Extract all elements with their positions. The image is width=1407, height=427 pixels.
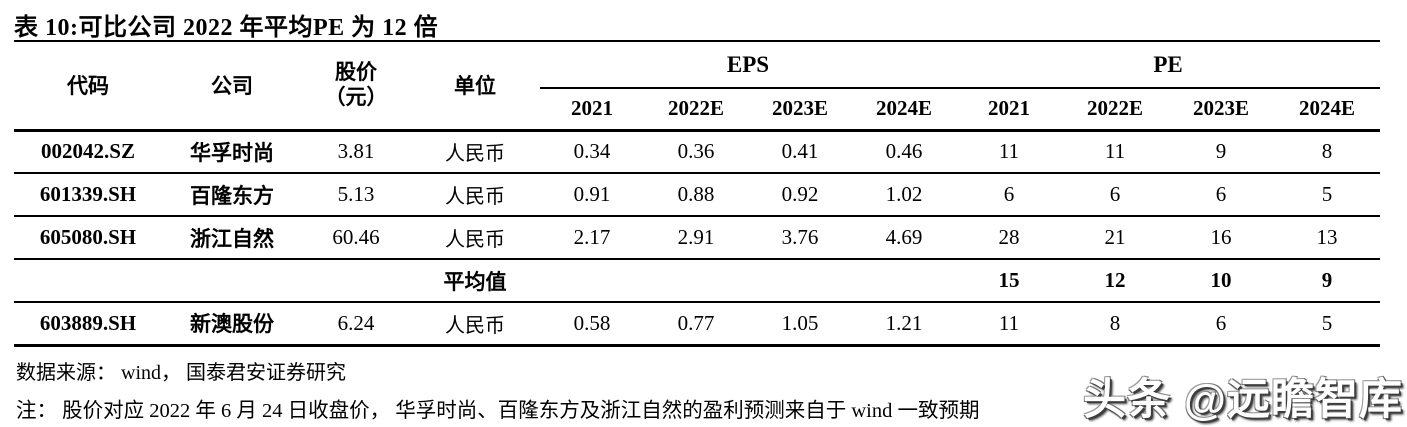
cell-eps-2022e: 0.88	[677, 182, 715, 206]
cell-price: 5.13	[337, 182, 375, 206]
cell-eps-2021: 2.17	[573, 225, 611, 249]
cell-pe-2021: 11	[998, 139, 1020, 164]
cell-price: 3.81	[337, 139, 375, 164]
header-eps-group: EPS	[540, 41, 956, 89]
cell-eps-2022e: 2.91	[677, 225, 715, 249]
header-pe-2022e: 2022E	[1062, 88, 1168, 132]
header-price: 股价 （元）	[302, 41, 410, 132]
cell-avg-pe-2022e: 12	[1104, 268, 1126, 292]
cell-empty	[644, 259, 748, 302]
cell-eps-2024e: 0.46	[885, 139, 923, 164]
header-pe-group: PE	[956, 41, 1381, 89]
cell-pe-2024e: 8	[1321, 139, 1333, 164]
cell-pe-2023e: 6	[1215, 310, 1227, 335]
cell-company: 华孚时尚	[190, 140, 274, 165]
cell-eps-2024e: 4.69	[885, 225, 923, 249]
header-group-row: 代码 公司 股价 （元） 单位 EPS PE	[14, 41, 1381, 132]
cell-pe-2022e: 21	[1104, 225, 1126, 249]
cell-empty	[14, 259, 162, 302]
table-row: 601339.SH 百隆东方 5.13 人民币 0.91 0.88 0.92 1…	[14, 173, 1381, 216]
cell-company: 浙江自然	[190, 226, 274, 251]
cell-eps-2022e: 0.36	[677, 139, 715, 164]
cell-code: 603889.SH	[39, 310, 137, 335]
comparable-companies-table: 代码 公司 股价 （元） 单位 EPS PE 2021 2022E 2023E …	[14, 40, 1381, 347]
cell-avg-pe-2024e: 9	[1321, 268, 1333, 292]
cell-eps-2024e: 1.21	[885, 310, 923, 335]
cell-eps-2024e: 1.02	[885, 182, 923, 206]
table-row: 002042.SZ 华孚时尚 3.81 人民币 0.34 0.36 0.41 0…	[14, 130, 1381, 173]
header-year-row: 2021 2022E 2023E 2024E 2021 2022E 2023E …	[14, 88, 1381, 132]
cell-pe-2021: 11	[998, 310, 1020, 335]
cell-pe-2023e: 6	[1215, 182, 1227, 206]
cell-eps-2023e: 0.92	[781, 182, 819, 206]
cell-pe-2024e: 5	[1321, 182, 1333, 206]
header-price-line1: 股价	[335, 60, 377, 85]
cell-pe-2021: 6	[1003, 182, 1015, 206]
cell-empty	[748, 259, 852, 302]
header-pe-2024e: 2024E	[1274, 88, 1381, 132]
cell-pe-2022e: 6	[1109, 182, 1121, 206]
cell-unit: 人民币	[445, 186, 505, 208]
header-company: 公司	[162, 41, 302, 132]
cell-unit: 人民币	[445, 143, 505, 166]
cell-unit: 人民币	[445, 229, 505, 251]
table-row: 605080.SH 浙江自然 60.46 人民币 2.17 2.91 3.76 …	[14, 216, 1381, 259]
header-unit: 单位	[410, 41, 540, 132]
header-pe-2023e: 2023E	[1168, 88, 1274, 132]
cell-unit: 人民币	[445, 314, 505, 337]
cell-price: 60.46	[332, 225, 380, 249]
header-code: 代码	[14, 41, 162, 132]
cell-avg-pe-2021: 15	[998, 268, 1020, 292]
table-title: 表 10:可比公司 2022 年平均PE 为 12 倍	[14, 15, 439, 41]
cell-empty	[852, 259, 956, 302]
watermark-logo: 头条 @远瞻智库	[1083, 376, 1403, 424]
header-pe-2021: 2021	[956, 88, 1062, 132]
average-row: 平均值 15 12 10 9	[14, 259, 1381, 302]
cell-eps-2021: 0.58	[573, 310, 611, 335]
cell-empty	[302, 259, 410, 302]
cell-pe-2023e: 9	[1215, 139, 1227, 164]
cell-eps-2021: 0.91	[573, 182, 611, 206]
average-label: 平均值	[443, 269, 507, 294]
table-row: 603889.SH 新澳股份 6.24 人民币 0.58 0.77 1.05 1…	[14, 302, 1380, 345]
cell-empty	[162, 259, 302, 302]
data-source-note: 数据来源： wind， 国泰君安证券研究	[16, 362, 346, 384]
cell-company: 新澳股份	[190, 312, 274, 337]
cell-code: 601339.SH	[39, 182, 137, 206]
cell-pe-2022e: 11	[1104, 139, 1126, 164]
header-eps-2022e: 2022E	[644, 88, 748, 132]
cell-empty	[540, 259, 644, 302]
cell-pe-2023e: 16	[1210, 225, 1232, 249]
header-eps-2024e: 2024E	[852, 88, 956, 132]
cell-code: 605080.SH	[39, 225, 137, 249]
cell-price: 6.24	[337, 310, 375, 335]
cell-eps-2021: 0.34	[573, 139, 611, 164]
cell-code: 002042.SZ	[41, 139, 135, 164]
header-eps-2023e: 2023E	[748, 88, 852, 132]
cell-pe-2024e: 13	[1316, 225, 1338, 249]
cell-pe-2022e: 8	[1109, 310, 1121, 335]
cell-pe-2021: 28	[998, 225, 1020, 249]
footnote: 注： 股价对应 2022 年 6 月 24 日收盘价， 华孚时尚、百隆东方及浙江…	[16, 400, 980, 422]
header-price-line2: （元）	[324, 85, 388, 110]
cell-eps-2023e: 3.76	[781, 225, 819, 249]
cell-eps-2022e: 0.77	[677, 310, 715, 335]
header-eps-2021: 2021	[540, 88, 644, 132]
cell-avg-pe-2023e: 10	[1210, 268, 1232, 292]
cell-eps-2023e: 1.05	[781, 310, 819, 335]
cell-eps-2023e: 0.41	[781, 139, 819, 164]
cell-company: 百隆东方	[190, 183, 274, 208]
cell-pe-2024e: 5	[1321, 310, 1333, 335]
